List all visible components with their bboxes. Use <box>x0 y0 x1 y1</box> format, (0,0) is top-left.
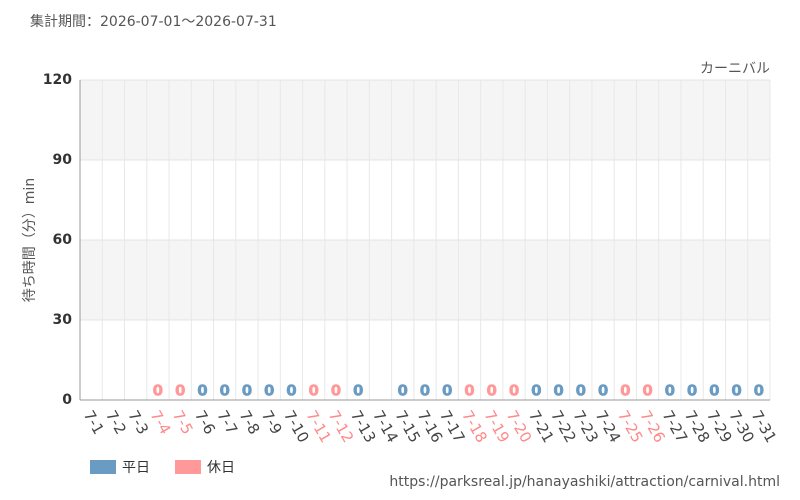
value-label: 0 <box>264 382 274 400</box>
grid-band <box>80 80 770 160</box>
x-tick-label: 7-9 <box>258 407 286 437</box>
x-tick-label: 7-1 <box>80 407 108 437</box>
value-label: 0 <box>598 382 608 400</box>
value-label: 0 <box>286 382 296 400</box>
value-label: 0 <box>219 382 229 400</box>
y-tick-label: 60 <box>53 232 73 248</box>
value-label: 0 <box>576 382 586 400</box>
value-label: 0 <box>353 382 363 400</box>
x-tick-label: 7-4 <box>147 407 175 437</box>
x-tick-label: 7-2 <box>102 407 130 437</box>
value-label: 0 <box>487 382 497 400</box>
value-label: 0 <box>553 382 563 400</box>
y-tick-label: 30 <box>53 312 73 328</box>
value-label: 0 <box>531 382 541 400</box>
value-label: 0 <box>665 382 675 400</box>
value-label: 0 <box>442 382 452 400</box>
period: 集計期間：2026-07-01～2026-07-31 <box>30 13 277 30</box>
x-tick-label: 7-8 <box>236 407 264 437</box>
value-label: 0 <box>642 382 652 400</box>
value-label: 0 <box>620 382 630 400</box>
value-label: 0 <box>509 382 519 400</box>
y-tick-label: 0 <box>62 392 72 408</box>
value-label: 0 <box>242 382 252 400</box>
legend-swatch <box>175 460 201 474</box>
x-tick-label: 7-5 <box>169 407 197 437</box>
x-tick-label: 7-3 <box>124 407 152 437</box>
chart-title: カーニバル <box>700 61 770 77</box>
value-label: 0 <box>731 382 741 400</box>
legend-label: 休日 <box>207 460 235 476</box>
value-label: 0 <box>175 382 185 400</box>
value-label: 0 <box>197 382 207 400</box>
legend-swatch <box>90 460 116 474</box>
value-label: 0 <box>687 382 697 400</box>
y-tick-label: 120 <box>43 72 72 88</box>
grid-band <box>80 240 770 320</box>
source-url: https://parksreal.jp/hanayashiki/attract… <box>389 474 780 490</box>
x-tick-label: 7-7 <box>213 407 241 437</box>
value-label: 0 <box>398 382 408 400</box>
y-axis-label: 待ち時間（分）min <box>22 178 38 302</box>
value-label: 0 <box>754 382 764 400</box>
value-label: 0 <box>709 382 719 400</box>
value-label: 0 <box>308 382 318 400</box>
value-label: 0 <box>153 382 163 400</box>
x-tick-label: 7-6 <box>191 407 219 437</box>
value-label: 0 <box>464 382 474 400</box>
value-label: 0 <box>420 382 430 400</box>
value-label: 0 <box>331 382 341 400</box>
y-tick-label: 90 <box>53 152 73 168</box>
legend-label: 平日 <box>122 460 150 476</box>
